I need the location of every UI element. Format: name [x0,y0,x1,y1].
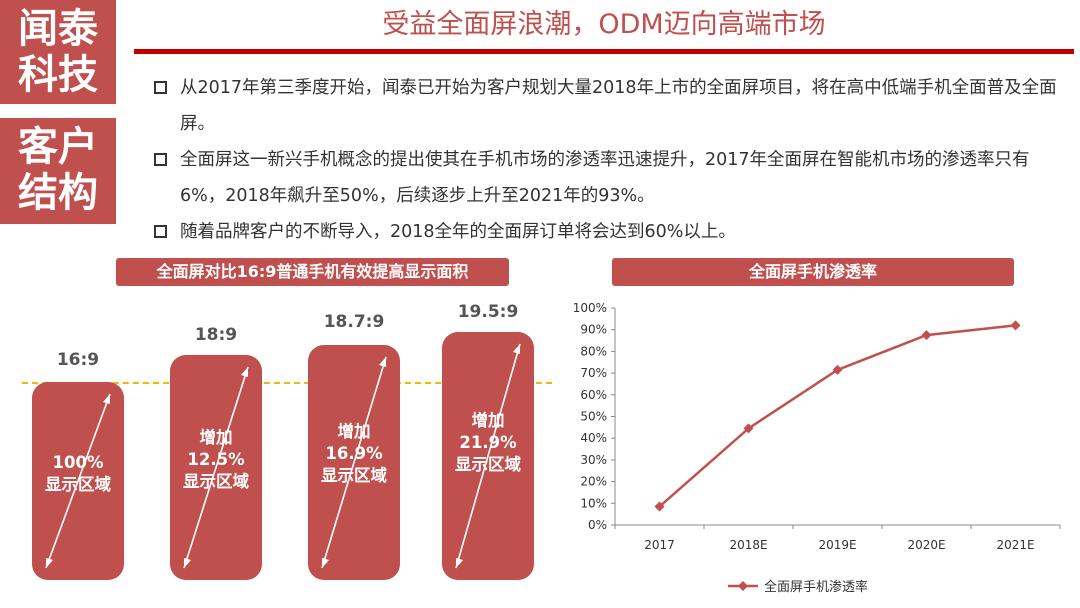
phone-line1: 增加 [337,422,371,441]
phone-18-7-9: 增加 16.9% 显示区域 [308,345,400,580]
diagonal-arrow-icon [321,356,387,569]
section-name-block: 客户 结构 [0,118,116,224]
bullet-text: 全面屏这一新兴手机概念的提出使其在手机市场的渗透率迅速提升，2017年全面屏在智… [180,150,1030,206]
data-point [921,330,932,341]
y-tick-label: 70% [580,366,607,380]
x-axis: 2017 2018E 2019E 2020E 2021E [614,524,1061,552]
phone-line3: 显示区域 [321,466,387,485]
data-point [654,501,665,512]
section-name-line2: 结构 [18,170,98,216]
y-tick-label: 60% [580,388,607,402]
phone-ratio-label: 16:9 [56,350,100,370]
bullet-text: 从2017年第三季度开始，闻泰已开始为客户规划大量2018年上市的全面屏项目，将… [180,78,1057,134]
company-name-block: 闻泰 科技 [0,0,116,104]
y-tick-label: 10% [580,496,607,510]
x-tick-label: 2018E [729,538,767,552]
diagonal-arrow-icon [455,343,521,569]
phone-ratio-label: 19.5:9 [457,302,519,322]
y-axis: 0% 10% 20% 30% 40% 50% 60% 70% 80% 90% 100% [573,301,616,532]
company-name-line2: 科技 [18,52,98,98]
phone-19-5-9: 增加 21.9% 显示区域 [442,332,534,580]
diagonal-arrow-icon [45,393,111,569]
x-tick-label: 2020E [907,538,945,552]
y-tick-label: 0% [588,518,607,532]
phone-comparison: 16:9 100% 显示区域 18:9 增加 12.5% 显示区域 18.7:9… [0,290,560,608]
phone-line1: 100% [52,453,104,472]
x-tick-label: 2019E [818,538,856,552]
legend-label: 全面屏手机渗透率 [764,579,868,595]
legend-swatch-marker [738,581,748,591]
square-bullet-icon [154,81,167,94]
y-tick-label: 20% [580,475,607,489]
chart-legend: 全面屏手机渗透率 [728,579,868,595]
bullet-text: 随着品牌客户的不断导入，2018全年的全面屏订单将会达到60%以上。 [180,222,736,242]
data-point [1010,320,1021,331]
bullet-item: 从2017年第三季度开始，闻泰已开始为客户规划大量2018年上市的全面屏项目，将… [154,70,1064,142]
series-line [658,324,1016,508]
data-point [743,423,754,434]
phone-line3: 显示区域 [455,455,521,474]
phone-16-9: 100% 显示区域 [32,382,124,580]
phone-line1: 增加 [471,411,505,430]
y-tick-label: 90% [580,323,607,337]
screen-comparison-header: 全面屏对比16:9普通手机有效提高显示面积 [116,258,509,286]
square-bullet-icon [154,153,167,166]
bullet-item: 全面屏这一新兴手机概念的提出使其在手机市场的渗透率迅速提升，2017年全面屏在智… [154,142,1064,214]
bullet-list: 从2017年第三季度开始，闻泰已开始为客户规划大量2018年上市的全面屏项目，将… [154,70,1064,250]
title-divider [134,49,1074,54]
y-tick-label: 40% [580,431,607,445]
x-tick-label: 2021E [996,538,1034,552]
phone-line1: 增加 [199,428,233,447]
y-tick-label: 30% [580,453,607,467]
data-point [832,364,843,375]
square-bullet-icon [154,225,167,238]
penetration-chart-header: 全面屏手机渗透率 [612,258,1014,286]
company-name-line1: 闻泰 [18,6,98,52]
y-tick-label: 50% [580,410,607,424]
series-penetration [654,320,1021,512]
phone-line2: 显示区域 [45,475,111,494]
phone-ratio-label: 18.7:9 [323,312,385,332]
phone-line2: 21.9% [459,433,517,452]
y-tick-label: 80% [580,344,607,358]
slide-title: 受益全面屏浪潮，ODM迈向高端市场 [382,9,826,40]
phone-line3: 显示区域 [183,472,249,491]
phone-ratio-label: 18:9 [194,325,238,345]
bullet-item: 随着品牌客户的不断导入，2018全年的全面屏订单将会达到60%以上。 [154,214,1064,250]
penetration-line-chart: 0%10%20%30%40%50%60%70%80%90%100% 2017 20… [573,301,1061,595]
phone-line2: 12.5% [187,450,245,469]
y-tick-label: 100% [573,301,607,315]
x-tick-label: 2017 [644,538,675,552]
section-name-line1: 客户 [18,124,98,170]
phone-line2: 16.9% [325,444,383,463]
baseline-dash-line [22,382,552,384]
phone-18-9: 增加 12.5% 显示区域 [170,355,262,580]
diagonal-arrow-icon [183,366,249,569]
